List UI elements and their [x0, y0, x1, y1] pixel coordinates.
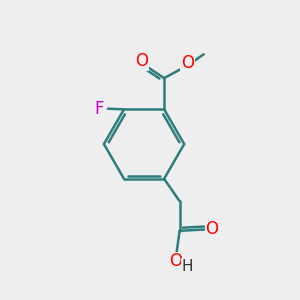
Text: O: O — [181, 54, 194, 72]
Text: O: O — [206, 220, 218, 238]
Text: H: H — [182, 259, 193, 274]
Text: F: F — [95, 100, 104, 118]
Text: O: O — [135, 52, 148, 70]
Text: O: O — [169, 252, 182, 270]
